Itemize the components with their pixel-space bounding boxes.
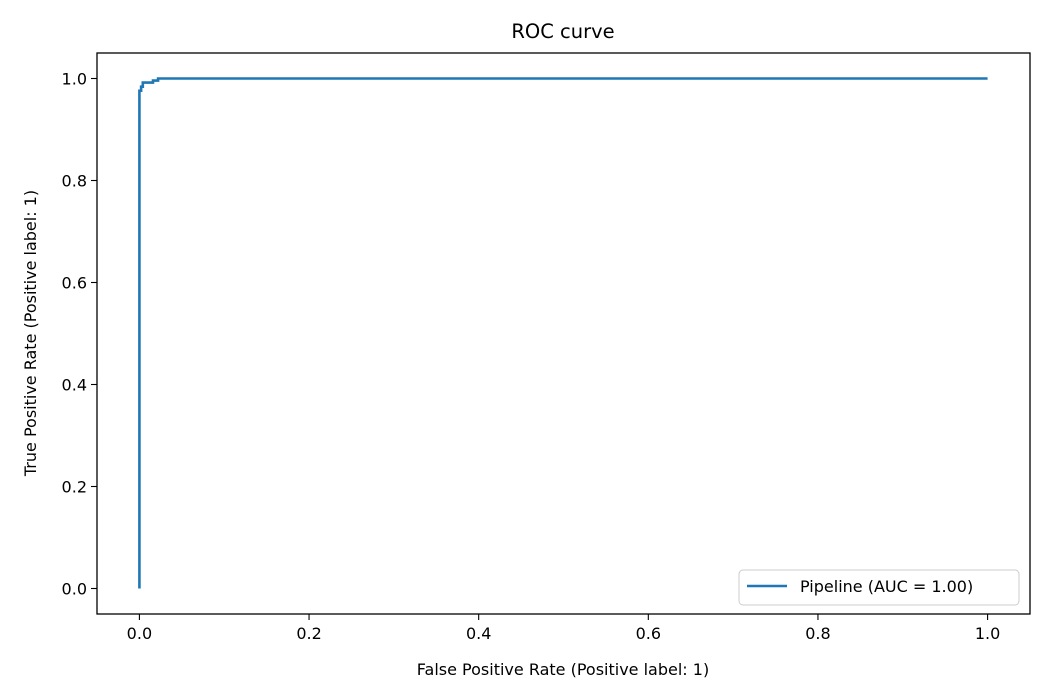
y-tick-label: 1.0 bbox=[62, 70, 87, 89]
y-tick-label: 0.4 bbox=[62, 376, 87, 395]
plot-area bbox=[96, 52, 1031, 615]
x-axis-label: False Positive Rate (Positive label: 1) bbox=[417, 660, 709, 679]
x-tick-label: 0.6 bbox=[636, 624, 661, 643]
y-tick-label: 0.6 bbox=[62, 274, 87, 293]
x-tick-label: 1.0 bbox=[975, 624, 1000, 643]
x-tick-label: 0.0 bbox=[127, 624, 152, 643]
legend: Pipeline (AUC = 1.00) bbox=[738, 569, 1020, 606]
y-tick-label: 0.0 bbox=[62, 580, 87, 599]
chart-title: ROC curve bbox=[511, 20, 614, 43]
x-tick-label: 0.2 bbox=[296, 624, 321, 643]
y-axis: 0.0 0.2 0.4 0.6 0.8 1.0 bbox=[62, 70, 97, 599]
y-tick-label: 0.2 bbox=[62, 478, 87, 497]
x-axis: 0.0 0.2 0.4 0.6 0.8 1.0 bbox=[127, 614, 1000, 643]
x-tick-label: 0.4 bbox=[466, 624, 491, 643]
series-layer bbox=[138, 77, 988, 589]
x-tick-label: 0.8 bbox=[805, 624, 830, 643]
y-tick-label: 0.8 bbox=[62, 172, 87, 191]
y-axis-label: True Positive Rate (Positive label: 1) bbox=[21, 190, 40, 477]
plot-frame bbox=[96, 52, 1031, 615]
legend-box bbox=[738, 569, 1020, 606]
legend-label-pipeline: Pipeline (AUC = 1.00) bbox=[800, 577, 973, 596]
series-line-pipeline bbox=[138, 77, 988, 589]
